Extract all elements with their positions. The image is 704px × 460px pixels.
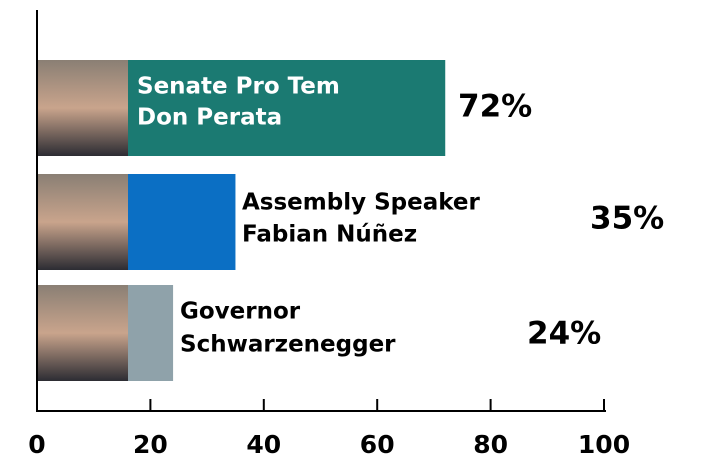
x-tick-label: 40	[246, 430, 281, 459]
x-tick-label: 100	[578, 430, 630, 459]
x-tick-label: 0	[28, 430, 45, 459]
value-label: 35%	[590, 201, 664, 237]
category-label: Assembly Speaker	[242, 190, 481, 216]
photos	[37, 60, 128, 381]
photo	[37, 60, 128, 156]
category-label: Schwarzenegger	[180, 332, 396, 358]
chart: 0 20 40 60 80 100 Senate Pro Tem Don Perata 72% A…	[0, 0, 704, 460]
value-label: 24%	[527, 316, 601, 352]
photo	[37, 285, 128, 381]
value-label: 72%	[458, 89, 532, 125]
category-label: Don Perata	[137, 105, 282, 131]
photo	[37, 174, 128, 270]
category-label: Senate Pro Tem	[137, 74, 340, 100]
category-label: Governor	[180, 299, 301, 325]
category-label: Fabian Núñez	[242, 222, 417, 248]
x-tick-label: 80	[473, 430, 508, 459]
x-tick-label: 20	[133, 430, 168, 459]
x-tick-label: 60	[360, 430, 395, 459]
